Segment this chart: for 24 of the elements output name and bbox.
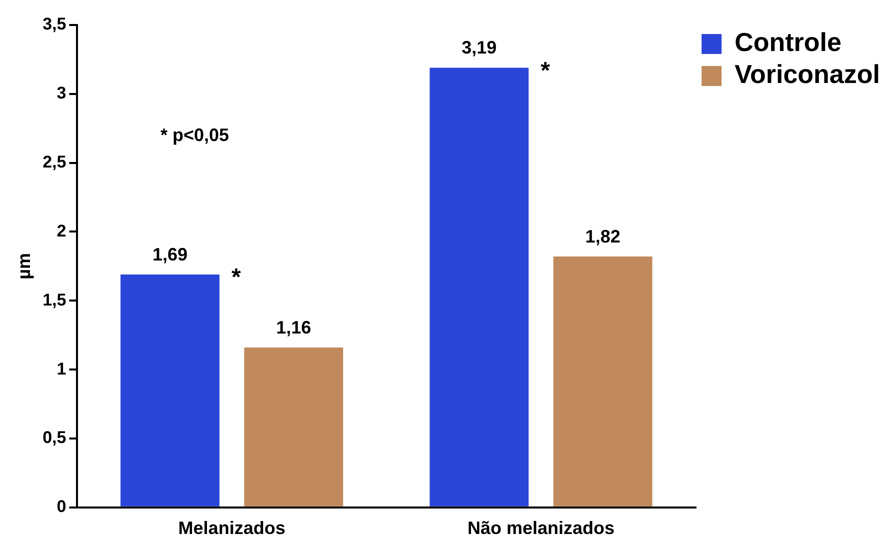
x-tick-label: Melanizados [178,518,286,538]
x-tick-label: Não melanizados [467,518,615,538]
data-label: 1,69 [152,244,188,264]
legend-label: Voriconazol [734,59,880,90]
y-tick-label: 0,5 [42,428,66,448]
bar [553,256,652,506]
annotation: * [231,264,242,292]
annotation: * [540,57,551,84]
annotation: * p<0,05 [160,124,229,145]
y-tick-label: 1,5 [42,290,66,310]
y-tick-label: 0 [56,497,66,516]
bar [120,274,220,506]
bar [430,68,529,506]
y-tick-label: 3,5 [42,14,66,34]
legend-label: Controle [734,27,842,58]
y-tick-label: 2,5 [42,152,66,172]
y-tick-label: 1 [56,359,66,378]
data-label: 1,82 [585,226,620,247]
data-label: 3,19 [462,38,497,58]
data-label: 1,16 [276,317,312,338]
y-tick-label: 3 [56,84,66,103]
y-axis-title: µm [14,253,34,280]
bar [244,348,344,506]
y-tick-label: 2 [56,221,66,240]
